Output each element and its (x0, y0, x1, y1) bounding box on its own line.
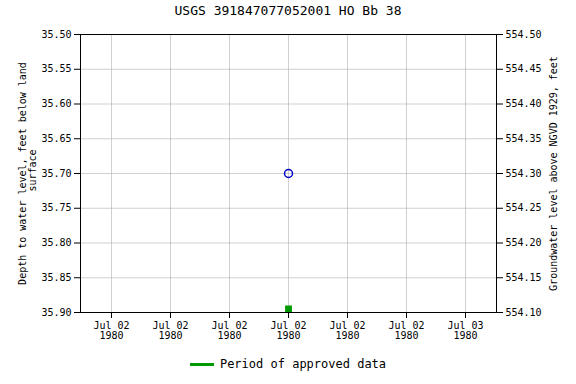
svg-text:554.40: 554.40 (506, 98, 542, 109)
svg-text:Depth to water level, feet bel: Depth to water level, feet below land su… (17, 62, 38, 285)
html-text:Period of approved data: Period of approved data (219, 357, 387, 371)
svg-text:554.25: 554.25 (506, 202, 542, 213)
svg-text:554.15: 554.15 (506, 272, 542, 283)
svg-text:35.85: 35.85 (41, 272, 71, 283)
svg-text:554.35: 554.35 (506, 133, 542, 144)
svg-text:Jul 021980: Jul 021980 (93, 320, 129, 341)
svg-text:554.20: 554.20 (506, 237, 542, 248)
svg-text:554.30: 554.30 (506, 168, 542, 179)
svg-text:35.55: 35.55 (41, 63, 71, 74)
svg-text:35.90: 35.90 (41, 307, 71, 318)
svg-text:35.70: 35.70 (41, 168, 71, 179)
svg-text:554.50: 554.50 (506, 29, 542, 40)
html-text:USGS 391847077052001 HO Bb 38: USGS 391847077052001 HO Bb 38 (174, 3, 402, 18)
svg-text:Jul 021980: Jul 021980 (388, 320, 424, 341)
svg-text:35.75: 35.75 (41, 202, 71, 213)
svg-text:Jul 021980: Jul 021980 (270, 320, 306, 341)
svg-text:554.45: 554.45 (506, 63, 542, 74)
svg-text:35.65: 35.65 (41, 133, 71, 144)
svg-text:Jul 021980: Jul 021980 (329, 320, 365, 341)
svg-text:Jul 021980: Jul 021980 (211, 320, 247, 341)
svg-text:35.50: 35.50 (41, 29, 71, 40)
svg-text:35.80: 35.80 (41, 237, 71, 248)
svg-text:Jul 031980: Jul 031980 (447, 320, 483, 341)
svg-text:554.10: 554.10 (506, 307, 542, 318)
svg-text:35.60: 35.60 (41, 98, 71, 109)
svg-text:Groundwater level above NGVD 1: Groundwater level above NGVD 1929, feet (548, 56, 559, 291)
svg-text:Jul 021980: Jul 021980 (152, 320, 188, 341)
